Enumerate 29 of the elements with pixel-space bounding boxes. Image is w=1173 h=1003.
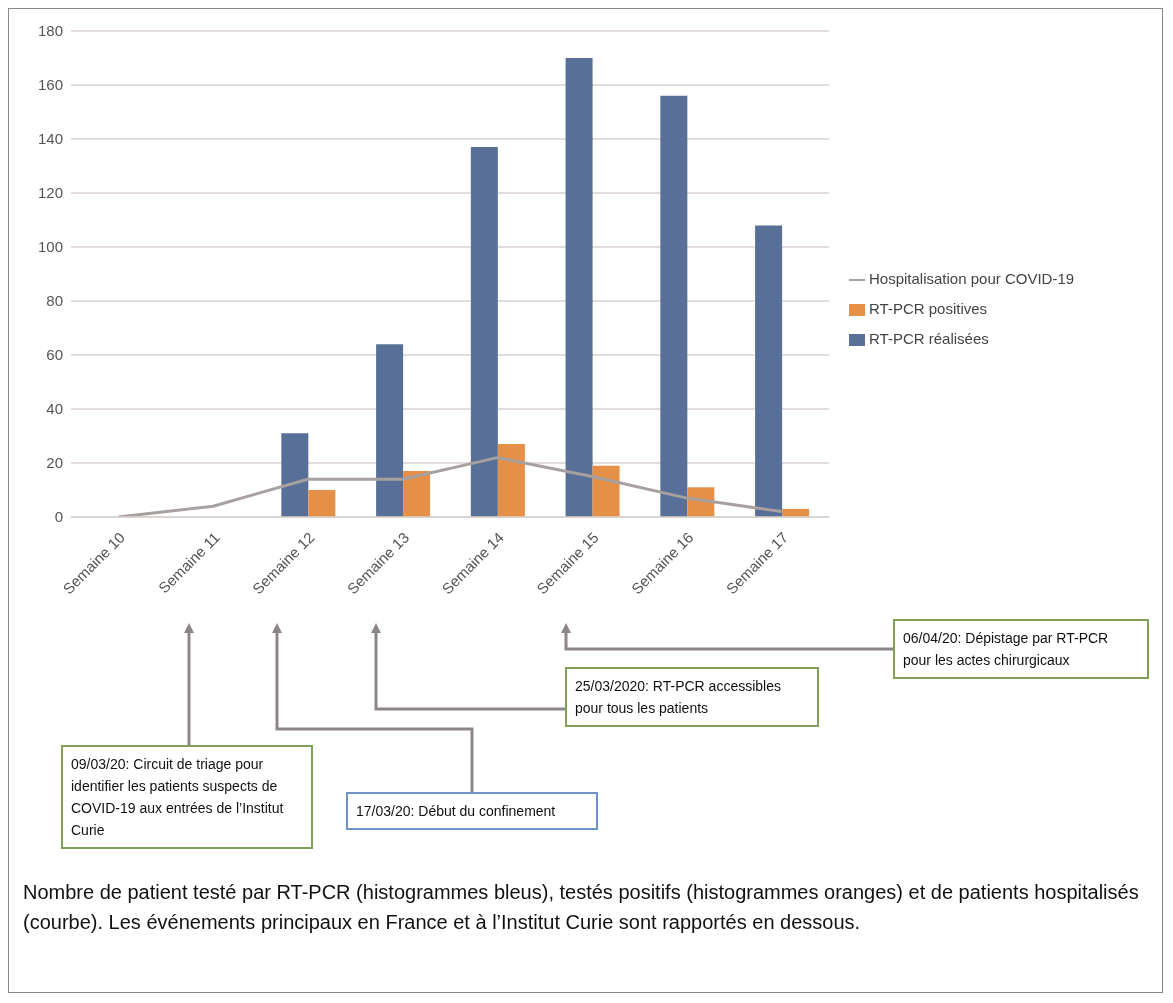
bar xyxy=(592,465,620,517)
legend-label: RT-PCR réalisées xyxy=(869,330,989,347)
bar xyxy=(565,58,593,517)
y-tick-label: 60 xyxy=(46,346,63,364)
y-tick-label: 140 xyxy=(37,130,63,148)
line-series xyxy=(116,456,784,517)
bar xyxy=(755,225,783,517)
y-tick-label: 40 xyxy=(46,400,63,418)
bar xyxy=(281,433,309,517)
bar xyxy=(376,344,404,517)
y-tick-label: 100 xyxy=(37,238,63,256)
text: 09/03/20: Circuit de triage pour identifier les patients suspects de COVID-19 aux entrées de l’Institut Curie xyxy=(61,745,313,849)
bar xyxy=(660,95,688,517)
y-tick-label: 0 xyxy=(54,508,63,526)
y-tick-label: 120 xyxy=(37,184,63,202)
bar xyxy=(308,490,336,517)
y-tick-label: 180 xyxy=(37,22,63,40)
y-tick-label: 160 xyxy=(37,76,63,94)
text: 06/04/20: Dépistage par RT-PCR pour les actes chirurgicaux xyxy=(893,619,1149,679)
text: 17/03/20: Début du confinement xyxy=(346,792,598,830)
bar xyxy=(497,444,525,517)
text: 25/03/2020: RT-PCR accessibles pour tous les patients xyxy=(565,667,819,727)
legend-label: Hospitalisation pour COVID-19 xyxy=(869,270,1075,287)
bar xyxy=(470,147,498,517)
y-tick-label: 80 xyxy=(46,292,63,310)
legend-label: RT-PCR positives xyxy=(869,300,988,317)
y-tick-label: 20 xyxy=(46,454,63,472)
text: Nombre de patient testé par RT-PCR (histogrammes bleus), testés positifs (histogrammes oranges) et de patients hospitalisés (courbe). Les événements principaux en France et à l’Institut Curie sont rapportés en dessous. xyxy=(23,880,1140,935)
bar xyxy=(403,471,431,517)
